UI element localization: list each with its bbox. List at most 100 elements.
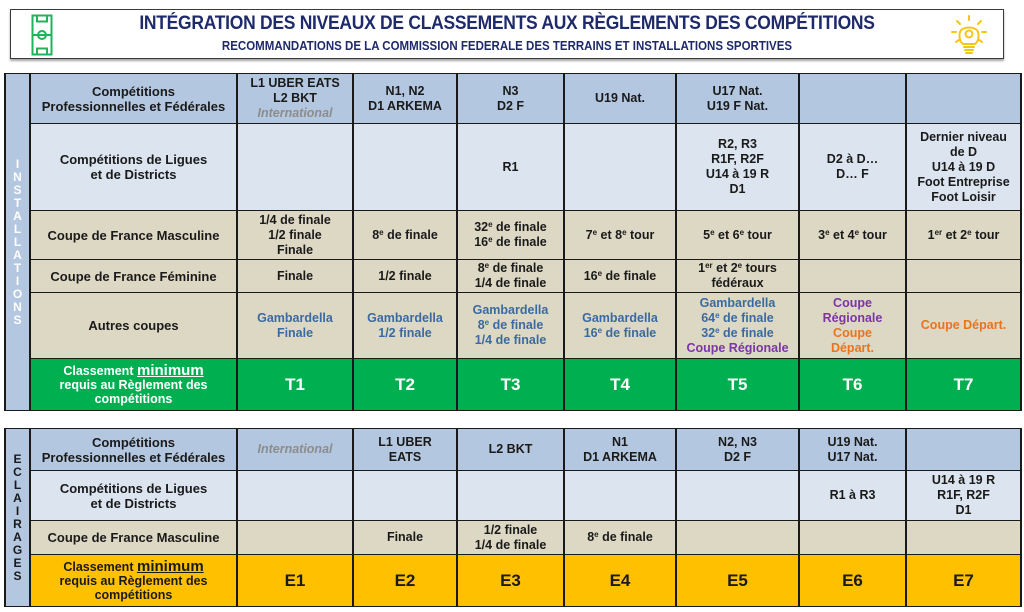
cell	[563, 470, 677, 521]
side-letter: G	[12, 542, 23, 557]
table-row: Coupe de France Féminine Finale 1/2 fina…	[5, 259, 1022, 293]
cell	[352, 123, 458, 211]
cell	[905, 520, 1022, 555]
side-letter: A	[13, 208, 22, 223]
cell-text: N3	[502, 83, 519, 98]
row-label-classement-minimum: Classement minimum requis au Règlement d…	[29, 554, 238, 607]
table-row-classement: Classement minimum requis au Règlement d…	[5, 554, 1022, 607]
side-letter: L	[13, 221, 22, 236]
cell-text: N2, N3	[718, 434, 757, 449]
cell: R1 à R3	[798, 470, 907, 521]
cell-text: 1/2 finale	[483, 522, 538, 537]
cell: 1/4 de finale 1/2 finale Finale	[236, 210, 354, 260]
level-e5: E5	[675, 554, 800, 607]
international-note: International	[257, 106, 333, 120]
cell-text: D2 F	[496, 98, 525, 113]
side-letter: L	[13, 477, 22, 492]
cell: Gambardella 8e de finale 1/4 de finale	[456, 292, 565, 359]
level-t6: T6	[798, 358, 907, 411]
side-letter: A	[13, 247, 22, 262]
cell-text: 8e de finale	[477, 318, 544, 332]
cell-text: Coupe Départ.	[920, 318, 1007, 332]
cell: L2 BKT	[456, 428, 565, 471]
cell: Finale	[236, 259, 354, 293]
side-letter: I	[15, 156, 20, 171]
cell-text: 32e de finale	[701, 325, 774, 340]
cell-text: Départ.	[830, 340, 875, 355]
cell-text: U19 Nat.	[827, 434, 878, 449]
cell: U19 Nat. U17 Nat.	[798, 428, 907, 471]
row-label-pro: Compétitions Professionnelles et Fédéral…	[29, 73, 238, 124]
cell: L1 UBER EATS L2 BKT International	[236, 73, 354, 124]
cell-text: U14 à 19 D	[931, 159, 996, 174]
side-letter: S	[13, 182, 22, 197]
cell-text: 16e de finale	[583, 325, 657, 340]
row-label-cdf-masculine: Coupe de France Masculine	[29, 210, 238, 260]
cell	[352, 470, 458, 521]
cell-text: 7e et 8e tour	[585, 227, 655, 242]
cell-text: D2 F	[723, 449, 752, 464]
cell-text: 1/4 de finale	[474, 537, 547, 552]
level-e6: E6	[798, 554, 907, 607]
cell: 7e et 8e tour	[563, 210, 677, 260]
cell: International	[236, 428, 354, 471]
side-letter: T	[13, 195, 22, 210]
table-row: Coupe de France Masculine 1/4 de finale 1…	[5, 210, 1022, 260]
cell-text: D1	[955, 503, 972, 517]
table-row: Autres coupes Gambardella Finale Gambarde…	[5, 292, 1022, 359]
cell	[905, 259, 1022, 293]
cell	[798, 520, 907, 555]
cell-text: R1F, R2F	[937, 488, 990, 502]
row-label-classement-minimum: Classement minimum requis au Règlement d…	[29, 358, 238, 411]
cell-text: U19 F Nat.	[706, 98, 769, 113]
cell-text: 5e et 6e tour	[703, 227, 772, 242]
level-e1: E1	[236, 554, 354, 607]
table-row: Compétitions de Ligues et de Districts R…	[5, 470, 1022, 521]
side-letter: A	[13, 490, 22, 505]
row-label-ligues: Compétitions de Ligues et de Districts	[29, 470, 238, 521]
cell	[563, 123, 677, 211]
cell	[236, 470, 354, 521]
cell-text: R1F, R2F	[711, 152, 764, 166]
cell-text: Coupe	[833, 325, 872, 340]
cell-text: L1 UBER	[378, 434, 432, 449]
cell: N3 D2 F	[456, 73, 565, 124]
cell	[675, 470, 800, 521]
cell: Finale	[352, 520, 458, 555]
cell-text: 8e de finale	[587, 530, 653, 544]
cell: N1 D1 ARKEMA	[563, 428, 677, 471]
cell: L1 UBER EATS	[352, 428, 458, 471]
cell: 1er et 2e tour	[905, 210, 1022, 260]
cell-text: Régionale	[822, 310, 883, 325]
cell	[236, 520, 354, 555]
row-label-ligues: Compétitions de Ligues et de Districts	[29, 123, 238, 211]
level-t4: T4	[563, 358, 677, 411]
cell: R1	[456, 123, 565, 211]
cell-text: Coupe Régionale	[686, 340, 789, 355]
cell-text: 8e de finale	[477, 261, 544, 275]
row-label-cdf-feminine: Coupe de France Féminine	[29, 259, 238, 293]
cell-text: Dernier niveau	[920, 129, 1007, 144]
cell-text: Finale	[276, 325, 314, 340]
lightbulb-icon	[951, 15, 987, 54]
cell-text: D1 ARKEMA	[583, 449, 657, 464]
cell-text: N1, N2	[385, 83, 425, 98]
cell	[798, 259, 907, 293]
football-pitch-icon	[31, 14, 53, 56]
cell-text: U14 à 19 R	[705, 167, 770, 181]
side-letter: S	[13, 568, 22, 583]
cell-text: Gambardella	[472, 303, 549, 317]
level-e2: E2	[352, 554, 458, 607]
cell-text: 1/2 finale	[378, 325, 432, 340]
cell-text: 3e et 4e tour	[818, 227, 887, 242]
cell: 5e et 6e tour	[675, 210, 800, 260]
side-letter: A	[13, 529, 22, 544]
cell	[236, 123, 354, 211]
international-note: International	[257, 442, 333, 456]
cell-text: N1	[612, 434, 628, 449]
cell: R2, R3 R1F, R2F U14 à 19 R D1	[675, 123, 800, 211]
cell-text: 64e de finale	[701, 310, 774, 325]
